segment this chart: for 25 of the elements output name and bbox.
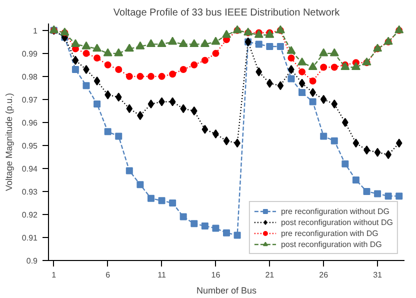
legend-label: post reconfiguration without DG bbox=[280, 217, 393, 227]
y-tick-label: 0.98 bbox=[22, 72, 38, 82]
y-tick-label: 0.94 bbox=[22, 164, 38, 174]
legend-label: pre reconfiguration without DG bbox=[280, 206, 390, 216]
y-tick-label: 0.9 bbox=[26, 256, 38, 266]
x-tick-label: 21 bbox=[265, 270, 275, 280]
x-tick-label: 31 bbox=[373, 270, 383, 280]
x-tick-label: 26 bbox=[319, 270, 329, 280]
y-tick-label: 0.93 bbox=[22, 187, 38, 196]
y-tick-label: 0.95 bbox=[22, 141, 38, 150]
legend-label: post reconfiguration with DG bbox=[280, 239, 382, 249]
y-tick-label: 1 bbox=[33, 26, 38, 36]
x-axis-title: Number of Bus bbox=[196, 286, 258, 296]
y-axis-title: Voltage Magnitude (p.u.) bbox=[4, 92, 14, 192]
x-tick-label: 6 bbox=[106, 270, 111, 280]
y-tick-label: 0.92 bbox=[22, 210, 38, 220]
x-tick-label: 1 bbox=[52, 270, 57, 280]
y-tick-label: 0.97 bbox=[22, 95, 38, 104]
y-tick-label: 0.91 bbox=[22, 233, 38, 242]
chart-title: Voltage Profile of 33 bus IEEE Distribution Network bbox=[113, 8, 341, 18]
y-tick-label: 0.96 bbox=[22, 118, 38, 128]
x-tick-label: 11 bbox=[158, 270, 166, 280]
legend-label: pre reconfiguration with DG bbox=[280, 228, 378, 238]
y-tick-label: 0.99 bbox=[22, 49, 38, 58]
x-tick-label: 16 bbox=[211, 270, 221, 280]
